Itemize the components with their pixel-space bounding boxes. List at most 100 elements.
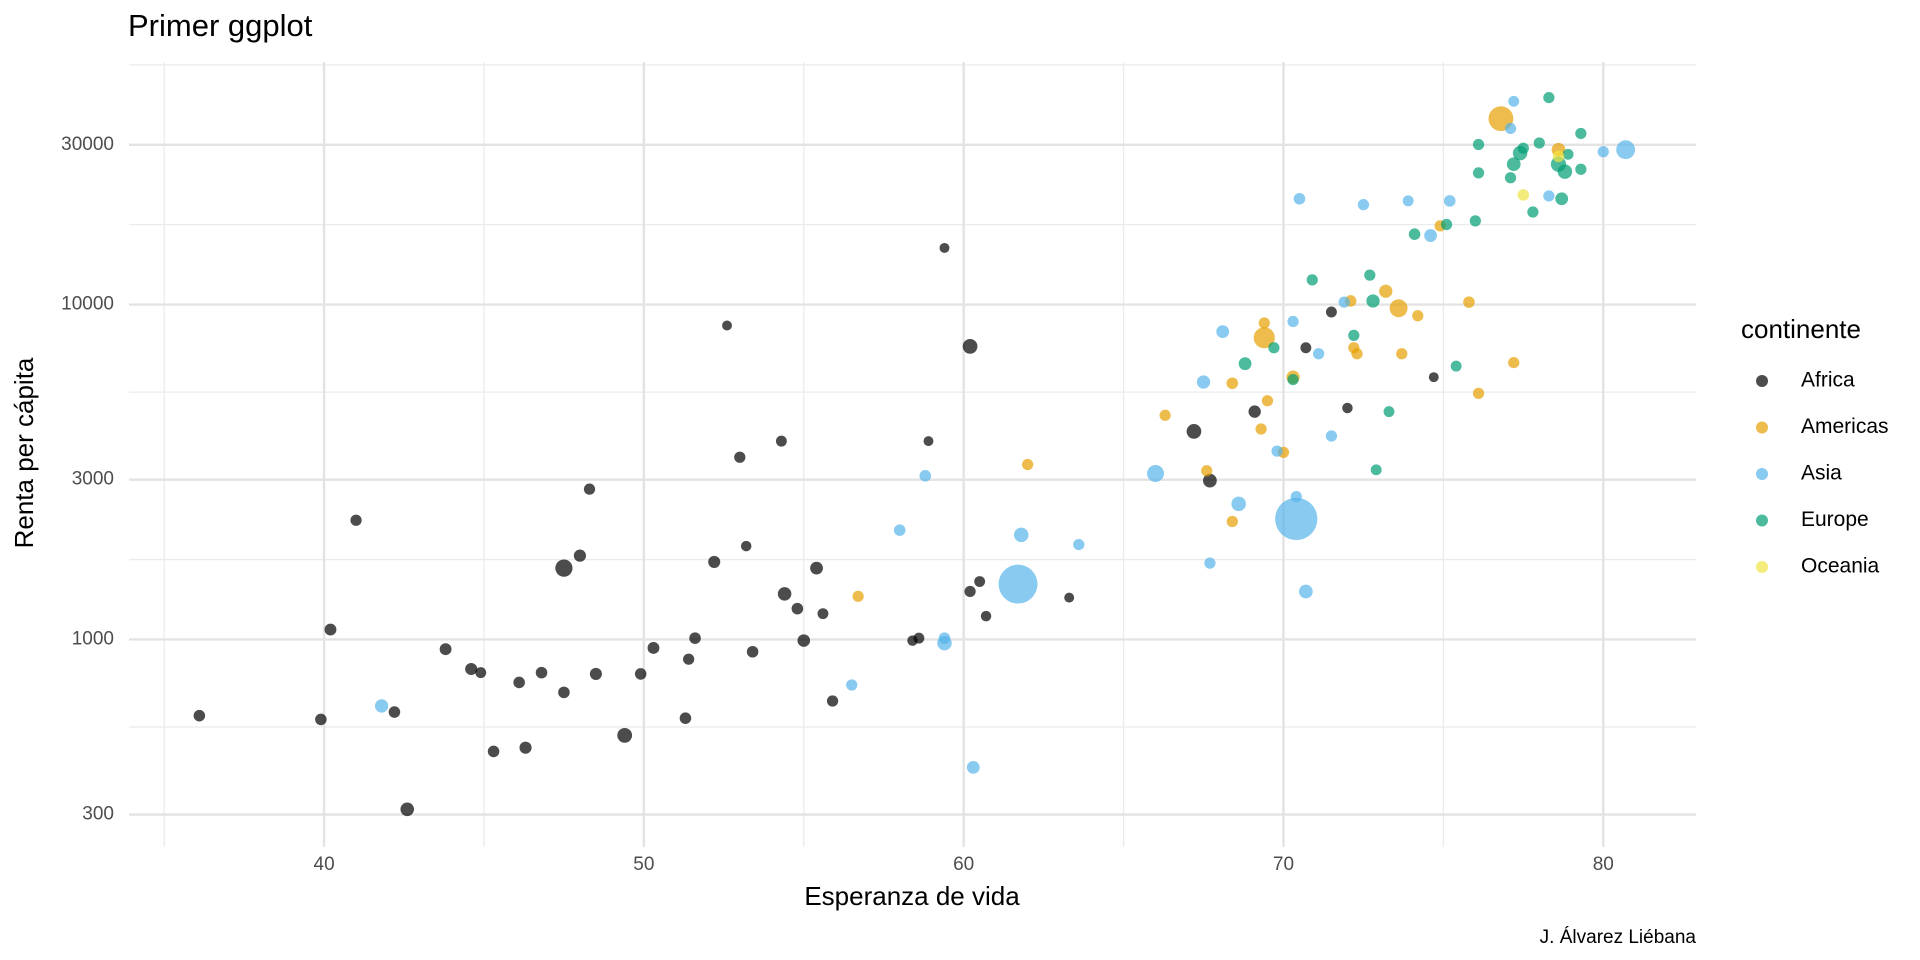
point (558, 686, 570, 699)
point (439, 643, 452, 656)
point (1258, 317, 1270, 329)
point (1216, 325, 1230, 339)
y-tick-label: 1000 (72, 628, 114, 649)
point (589, 667, 602, 680)
point (1338, 296, 1350, 308)
point (1204, 557, 1216, 569)
point (324, 623, 337, 636)
x-tick-label: 60 (953, 854, 974, 875)
point (1186, 424, 1202, 439)
legend-marker (1756, 514, 1768, 527)
legend-label: Oceania (1801, 555, 1880, 578)
x-tick-label: 50 (633, 854, 654, 875)
points (193, 91, 1636, 817)
point (980, 610, 992, 622)
point (817, 608, 829, 620)
point (1575, 163, 1587, 175)
point (573, 549, 587, 562)
x-tick-label: 70 (1273, 854, 1294, 875)
point (1472, 387, 1485, 399)
point (1293, 192, 1306, 205)
legend-label: Africa (1801, 369, 1855, 392)
point (400, 802, 415, 817)
legend-marker (1756, 375, 1768, 387)
point (846, 679, 858, 691)
point (193, 709, 206, 722)
y-tick-label: 30000 (61, 134, 114, 155)
y-tick-label: 300 (82, 804, 114, 825)
point (1231, 496, 1246, 512)
point (777, 587, 792, 601)
point (852, 590, 864, 602)
point (1527, 206, 1539, 218)
point (1379, 284, 1393, 298)
point (1428, 372, 1439, 383)
point (1412, 310, 1424, 322)
point (634, 668, 647, 680)
point (1383, 406, 1395, 418)
point (998, 564, 1038, 604)
point (1364, 269, 1376, 281)
point (1443, 195, 1456, 207)
point (734, 451, 746, 463)
point (1506, 157, 1521, 172)
point (1504, 172, 1517, 184)
point (647, 642, 660, 654)
point (797, 634, 811, 647)
point (1261, 395, 1274, 407)
point (966, 760, 980, 774)
point (893, 524, 906, 536)
point (826, 695, 839, 707)
y-tick-label: 10000 (61, 294, 114, 315)
legend-title: continente (1741, 314, 1861, 344)
point (1203, 473, 1217, 488)
point (962, 339, 978, 354)
point (1597, 146, 1609, 158)
point (974, 576, 986, 587)
point (1450, 360, 1462, 372)
point (1463, 296, 1475, 308)
point (1508, 356, 1520, 369)
point (1325, 430, 1338, 442)
point (555, 559, 573, 577)
x-tick-label: 40 (314, 854, 335, 875)
point (1287, 315, 1299, 328)
point (1226, 515, 1238, 528)
point (1402, 195, 1414, 207)
point (1147, 465, 1165, 482)
chart-title: Primer ggplot (128, 8, 313, 43)
caption: J. Álvarez Liébana (1540, 927, 1697, 948)
point (1271, 445, 1283, 457)
y-tick-label: 3000 (72, 469, 114, 490)
point (1557, 164, 1573, 179)
point (1408, 228, 1421, 240)
point (775, 435, 787, 447)
x-axis-title: Esperanza de vida (804, 881, 1020, 911)
point (1196, 375, 1211, 389)
point (939, 242, 950, 253)
point (1013, 527, 1029, 543)
y-axis-title: Renta per cápita (9, 357, 39, 548)
point (740, 540, 752, 552)
point (1424, 229, 1437, 242)
legend-label: Europe (1801, 508, 1869, 531)
point (583, 483, 596, 495)
point (1201, 465, 1213, 477)
point (1238, 357, 1252, 371)
point (1226, 377, 1239, 390)
point (1543, 91, 1555, 104)
point (1472, 138, 1485, 151)
point (1370, 464, 1382, 476)
point (1543, 190, 1555, 202)
point (689, 632, 701, 644)
point (513, 676, 525, 689)
point (315, 713, 327, 726)
point (923, 436, 934, 447)
point (617, 728, 633, 743)
legend-marker (1756, 561, 1768, 573)
point (1306, 274, 1318, 286)
point (1533, 137, 1545, 149)
point (350, 514, 362, 526)
